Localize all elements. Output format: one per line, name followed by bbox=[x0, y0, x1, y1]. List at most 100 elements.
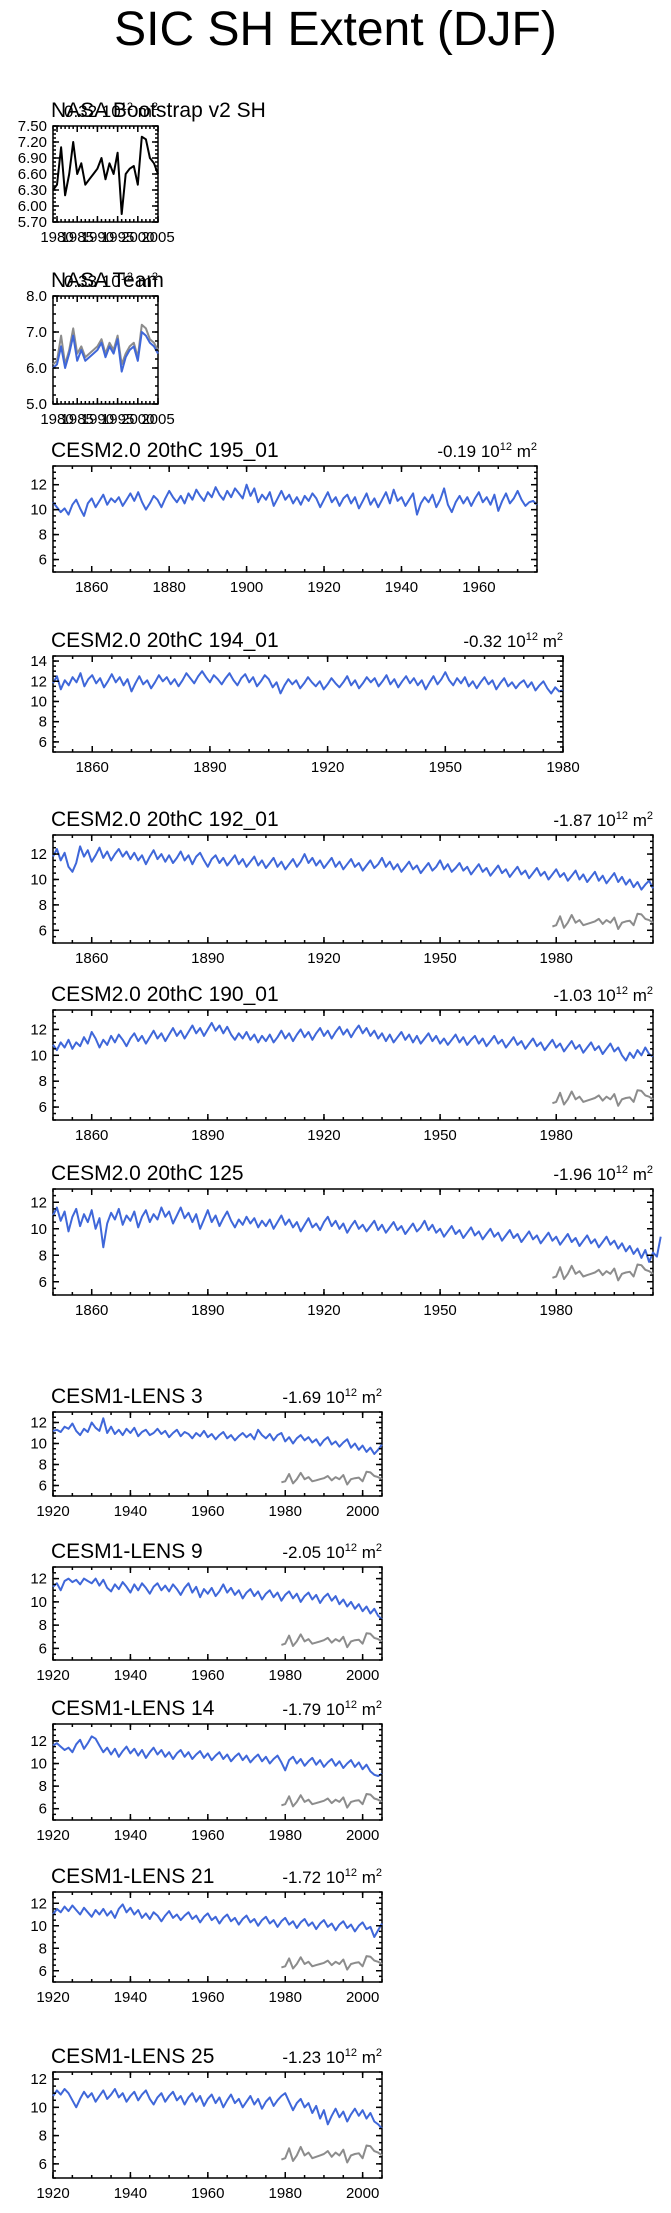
y-tick-label: 8.0 bbox=[26, 288, 47, 305]
plot-frame bbox=[52, 834, 654, 944]
y-tick-label: 12 bbox=[30, 1571, 47, 1588]
x-tick-label: 1990 bbox=[81, 411, 114, 428]
series-line bbox=[52, 670, 564, 695]
x-tick-label: 1960 bbox=[462, 579, 495, 596]
x-tick-label: 1890 bbox=[193, 759, 226, 776]
trend-label: 0.32 1012 m2 bbox=[64, 101, 158, 121]
series-line bbox=[552, 912, 654, 930]
y-tick-label: 5.70 bbox=[18, 214, 47, 231]
plot-frame bbox=[52, 465, 538, 573]
x-tick-label: 2005 bbox=[141, 229, 174, 246]
series-line bbox=[52, 483, 538, 517]
plot-frame bbox=[52, 1723, 383, 1821]
series-line bbox=[552, 1263, 654, 1282]
y-tick-label: 6.90 bbox=[18, 150, 47, 167]
panel-title: CESM1-LENS 21 bbox=[51, 1865, 214, 1888]
trend-label: -1.03 1012 m2 bbox=[553, 985, 653, 1005]
trend-label: -1.96 1012 m2 bbox=[553, 1164, 653, 1184]
x-tick-label: 1920 bbox=[36, 1503, 69, 1520]
series-line bbox=[281, 1632, 383, 1649]
y-tick-label: 6.0 bbox=[26, 360, 47, 377]
y-tick-label: 10 bbox=[30, 1594, 47, 1611]
x-tick-label: 1920 bbox=[307, 1302, 340, 1319]
x-tick-label: 1985 bbox=[61, 229, 94, 246]
series-line bbox=[52, 1417, 383, 1455]
y-tick-label: 10 bbox=[30, 1436, 47, 1453]
x-tick-label: 1920 bbox=[36, 1989, 69, 2006]
y-tick-label: 6.60 bbox=[18, 166, 47, 183]
x-tick-label: 2000 bbox=[346, 1667, 379, 1684]
y-tick-label: 10 bbox=[30, 1756, 47, 1773]
x-tick-label: 1920 bbox=[311, 759, 344, 776]
x-tick-label: 1995 bbox=[101, 229, 134, 246]
trend-label: -1.79 1012 m2 bbox=[282, 1699, 382, 1719]
series-line bbox=[52, 1577, 383, 1621]
y-tick-label: 6 bbox=[39, 1963, 47, 1980]
y-tick-label: 10 bbox=[30, 1047, 47, 1064]
x-tick-label: 1960 bbox=[191, 1989, 224, 2006]
y-tick-label: 14 bbox=[30, 653, 47, 670]
x-tick-label: 2000 bbox=[346, 1989, 379, 2006]
y-tick-label: 12 bbox=[30, 846, 47, 863]
x-tick-label: 1890 bbox=[191, 1127, 224, 1144]
y-tick-label: 6 bbox=[39, 552, 47, 569]
x-tick-label: 1860 bbox=[75, 1127, 108, 1144]
trend-label: -1.87 1012 m2 bbox=[553, 810, 653, 830]
x-tick-label: 1990 bbox=[81, 229, 114, 246]
plot-frame bbox=[52, 2071, 383, 2179]
x-tick-label: 1980 bbox=[269, 1503, 302, 1520]
x-tick-label: 1980 bbox=[540, 1302, 573, 1319]
panel-title: CESM2.0 20thC 192_01 bbox=[51, 808, 279, 831]
x-tick-label: 1980 bbox=[40, 411, 73, 428]
x-tick-label: 1920 bbox=[36, 1827, 69, 1844]
x-tick-label: 1890 bbox=[191, 1302, 224, 1319]
x-tick-label: 2000 bbox=[346, 1827, 379, 1844]
plot-frame bbox=[52, 1891, 383, 1983]
y-tick-label: 7.50 bbox=[18, 118, 47, 135]
x-tick-label: 1980 bbox=[546, 759, 579, 776]
x-tick-label: 1940 bbox=[114, 1503, 147, 1520]
y-tick-label: 10 bbox=[30, 502, 47, 519]
series-line bbox=[52, 331, 159, 373]
series-line bbox=[52, 1206, 662, 1263]
x-tick-label: 1960 bbox=[191, 2185, 224, 2202]
trend-label: -1.23 1012 m2 bbox=[282, 2047, 382, 2067]
x-tick-label: 1980 bbox=[40, 229, 73, 246]
panel-title: CESM1-LENS 9 bbox=[51, 1540, 203, 1563]
panel-title: CESM2.0 20thC 194_01 bbox=[51, 629, 279, 652]
series-line bbox=[52, 1021, 654, 1062]
y-tick-label: 6 bbox=[39, 1099, 47, 1116]
y-tick-label: 10 bbox=[30, 2099, 47, 2116]
y-tick-label: 8 bbox=[39, 1457, 47, 1474]
x-tick-label: 1920 bbox=[307, 950, 340, 967]
figure-title: SIC SH Extent (DJF) bbox=[114, 3, 557, 56]
plot-frame bbox=[52, 655, 564, 753]
y-tick-label: 6.30 bbox=[18, 182, 47, 199]
y-tick-label: 12 bbox=[30, 1415, 47, 1432]
series-line bbox=[281, 1793, 383, 1809]
trend-label: -1.69 1012 m2 bbox=[282, 1387, 382, 1407]
series-line bbox=[281, 1955, 383, 1971]
x-tick-label: 1920 bbox=[36, 1667, 69, 1684]
x-tick-label: 1950 bbox=[429, 759, 462, 776]
x-tick-label: 1980 bbox=[540, 950, 573, 967]
x-tick-label: 1940 bbox=[114, 2185, 147, 2202]
x-tick-label: 1940 bbox=[114, 1989, 147, 2006]
series-line bbox=[281, 1470, 383, 1486]
x-tick-label: 1960 bbox=[191, 1827, 224, 1844]
y-tick-label: 12 bbox=[30, 2071, 47, 2088]
y-tick-label: 6 bbox=[39, 2156, 47, 2173]
y-tick-label: 12 bbox=[30, 1021, 47, 1038]
x-tick-label: 1860 bbox=[76, 759, 109, 776]
series-line bbox=[552, 1089, 654, 1107]
y-tick-label: 7.0 bbox=[26, 324, 47, 341]
y-tick-label: 12 bbox=[30, 1194, 47, 1211]
y-tick-label: 8 bbox=[39, 1940, 47, 1957]
plot-frame bbox=[52, 1009, 654, 1121]
x-tick-label: 1980 bbox=[269, 1827, 302, 1844]
x-tick-label: 1940 bbox=[114, 1827, 147, 1844]
x-tick-label: 1860 bbox=[75, 1302, 108, 1319]
panel-title: NASA Team bbox=[51, 269, 164, 292]
x-tick-label: 1980 bbox=[540, 1127, 573, 1144]
